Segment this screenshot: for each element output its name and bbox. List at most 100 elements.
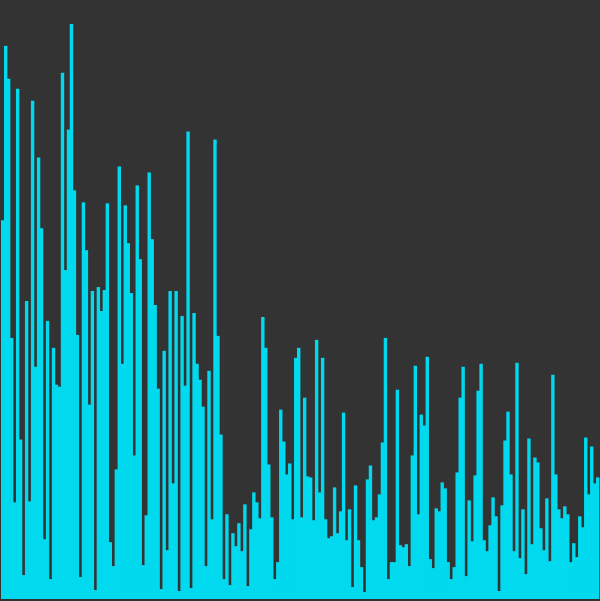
bar — [18, 439, 23, 599]
bar — [527, 438, 531, 599]
bar — [347, 509, 352, 599]
bar — [332, 487, 337, 599]
bar — [15, 88, 20, 600]
bar — [240, 551, 244, 599]
bar — [126, 243, 130, 599]
bar — [374, 517, 379, 599]
bar — [252, 492, 256, 599]
bar — [593, 483, 597, 599]
bar — [255, 502, 259, 599]
bar — [33, 366, 38, 599]
bar — [404, 544, 409, 599]
bar — [237, 523, 241, 599]
bar — [87, 404, 92, 599]
bar — [443, 488, 447, 599]
bar — [371, 520, 376, 599]
bar — [467, 500, 471, 599]
bar — [464, 576, 468, 599]
bar — [297, 347, 301, 599]
bar — [470, 541, 474, 599]
bar — [42, 539, 47, 599]
bar — [503, 440, 507, 599]
bar — [575, 557, 579, 599]
bar — [78, 577, 83, 599]
bar — [491, 497, 495, 599]
bar — [93, 590, 98, 599]
bar — [473, 475, 477, 599]
bar — [539, 528, 543, 599]
bar — [479, 363, 483, 599]
bar — [267, 464, 271, 599]
bar — [590, 446, 594, 599]
bar — [279, 409, 283, 599]
bar — [359, 567, 364, 599]
bar — [198, 379, 202, 599]
bar — [548, 561, 552, 599]
bar — [506, 411, 510, 599]
bar — [587, 494, 591, 599]
bar — [204, 566, 208, 599]
bar — [21, 575, 26, 599]
bar — [102, 290, 107, 599]
bar — [186, 131, 190, 599]
bar — [401, 547, 406, 599]
bar — [488, 525, 492, 599]
bar — [63, 270, 68, 599]
bar — [180, 315, 184, 599]
bar — [341, 412, 346, 599]
bar — [305, 476, 310, 599]
bar — [308, 477, 313, 599]
bar — [398, 545, 403, 599]
bar — [189, 588, 193, 599]
bar — [105, 203, 110, 599]
bar — [159, 589, 163, 599]
bar — [365, 479, 370, 599]
bar — [407, 566, 412, 599]
bar — [482, 540, 486, 599]
bar — [138, 259, 142, 599]
bar — [428, 559, 432, 599]
bar — [413, 365, 418, 599]
bar — [288, 463, 292, 599]
bar — [24, 301, 29, 599]
bar — [509, 474, 513, 599]
bar — [51, 347, 56, 599]
bar — [270, 517, 274, 599]
bar — [39, 228, 44, 600]
bar — [45, 320, 50, 599]
bar — [311, 520, 316, 599]
bar — [72, 190, 77, 599]
bar — [183, 385, 187, 599]
bar — [515, 362, 519, 599]
bar — [392, 562, 397, 599]
bar — [455, 472, 459, 599]
bar — [485, 551, 489, 599]
bar — [302, 397, 307, 599]
bar — [165, 550, 169, 599]
bar — [141, 565, 145, 599]
bar — [285, 474, 289, 599]
bar — [66, 129, 71, 599]
bar — [422, 425, 426, 599]
bar — [338, 511, 343, 599]
bar — [335, 533, 340, 599]
bar — [368, 465, 373, 599]
bar — [291, 519, 295, 599]
bar — [566, 514, 570, 599]
bar — [147, 172, 151, 599]
bar — [9, 337, 14, 599]
bar — [123, 205, 127, 599]
bar — [569, 562, 573, 599]
bar — [524, 574, 528, 599]
bar — [258, 518, 262, 599]
bar — [542, 550, 546, 599]
bar — [69, 23, 74, 600]
bar — [533, 457, 537, 599]
bar — [156, 388, 160, 599]
bar — [512, 551, 516, 599]
bar — [3, 45, 8, 600]
bar — [1, 220, 5, 599]
bar — [521, 509, 525, 599]
